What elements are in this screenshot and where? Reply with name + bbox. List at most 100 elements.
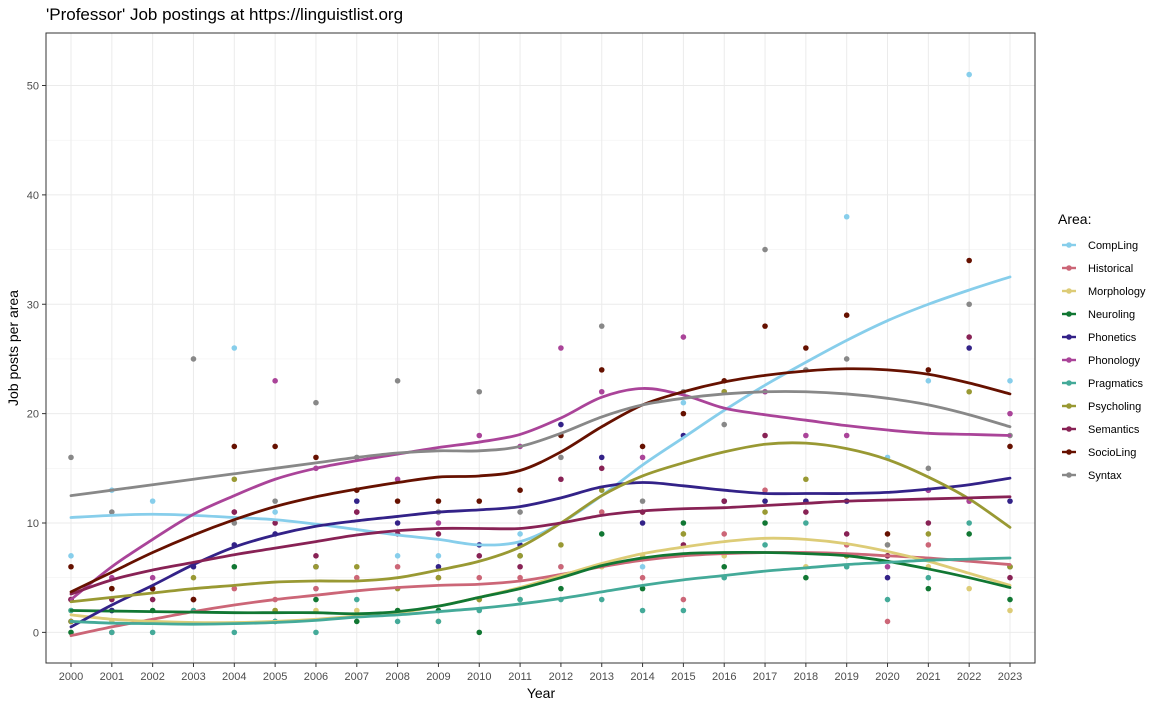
data-point: [149, 596, 156, 603]
legend-key-point: [1066, 265, 1072, 271]
x-tick-label: 2022: [957, 671, 981, 683]
legend-label: Psycholing: [1088, 401, 1141, 413]
data-point: [966, 585, 972, 592]
data-point: [109, 509, 115, 515]
data-point: [435, 574, 442, 581]
data-point: [313, 553, 319, 559]
data-point: [1007, 607, 1013, 614]
legend-key-point: [1066, 449, 1072, 455]
data-point: [884, 531, 891, 537]
data-point: [517, 563, 523, 570]
x-tick-label: 2010: [467, 671, 491, 683]
legend-item-psycholing: Psycholing: [1062, 401, 1141, 413]
data-point: [517, 574, 523, 581]
legend-key-point: [1066, 288, 1072, 294]
data-point: [353, 618, 360, 625]
data-point: [843, 213, 850, 220]
data-point: [1007, 574, 1013, 581]
legend-item-neuroling: Neuroling: [1062, 309, 1135, 321]
x-tick-label: 2004: [222, 671, 246, 683]
data-point: [149, 498, 156, 504]
legend-key-point: [1066, 380, 1072, 386]
y-tick-label: 50: [27, 81, 39, 93]
data-point: [884, 618, 891, 625]
data-point: [476, 553, 483, 559]
x-tick-label: 2001: [100, 671, 124, 683]
series-curve-pragmatics: [69, 556, 1012, 626]
data-point: [680, 596, 687, 603]
data-point: [435, 531, 442, 537]
data-point: [476, 432, 483, 439]
legend-key-point: [1066, 472, 1072, 478]
data-point: [598, 531, 605, 537]
x-tick-label: 2017: [753, 671, 777, 683]
data-point: [639, 585, 646, 592]
data-point: [1007, 498, 1013, 504]
data-point: [843, 356, 850, 362]
x-tick-label: 2021: [916, 671, 940, 683]
series-curve-compling: [69, 275, 1012, 547]
data-point: [762, 542, 768, 548]
data-point: [966, 301, 972, 308]
legend-label: Phonology: [1088, 355, 1140, 367]
x-tick-label: 2013: [589, 671, 613, 683]
data-point: [762, 432, 768, 439]
legend-key-point: [1066, 357, 1072, 363]
data-point: [272, 443, 278, 450]
data-point: [517, 553, 523, 559]
x-tick-label: 2005: [263, 671, 287, 683]
data-point: [639, 498, 646, 504]
data-point: [353, 498, 360, 504]
data-point: [272, 509, 278, 515]
legend-key-point: [1066, 426, 1072, 432]
data-point: [517, 596, 523, 603]
x-tick-label: 2006: [304, 671, 328, 683]
data-point: [1007, 378, 1013, 384]
legend-label: Semantics: [1088, 424, 1140, 436]
data-point: [803, 432, 809, 439]
data-point: [476, 574, 483, 581]
data-point: [476, 498, 483, 504]
legend-label: Neuroling: [1088, 309, 1135, 321]
x-tick-label: 2009: [426, 671, 450, 683]
data-point: [721, 421, 728, 428]
data-point: [313, 399, 319, 406]
data-point: [598, 388, 605, 395]
data-point: [353, 574, 360, 581]
data-point: [435, 618, 442, 625]
data-point: [394, 520, 401, 526]
data-point: [476, 629, 483, 636]
x-tick-label: 2019: [834, 671, 858, 683]
x-tick-label: 2003: [181, 671, 205, 683]
y-tick-label: 20: [27, 409, 39, 421]
data-point: [231, 476, 238, 483]
data-point: [1007, 596, 1013, 603]
x-axis-title: Year: [527, 685, 556, 701]
data-point: [762, 520, 768, 526]
data-point: [68, 563, 74, 570]
data-point: [843, 432, 850, 439]
data-point: [558, 454, 564, 461]
data-point: [394, 476, 401, 483]
data-point: [517, 509, 523, 515]
x-tick-label: 2023: [998, 671, 1022, 683]
data-point: [966, 388, 972, 395]
x-tick-label: 2000: [59, 671, 83, 683]
data-point: [884, 596, 891, 603]
data-point: [803, 476, 809, 483]
data-point: [394, 618, 401, 625]
data-point: [435, 563, 442, 570]
data-point: [639, 607, 646, 614]
x-tick-label: 2018: [794, 671, 818, 683]
data-point: [353, 607, 360, 614]
series-curve-socioling: [69, 367, 1012, 594]
legend-label: SocioLing: [1088, 447, 1136, 459]
series-curve-phonology: [69, 387, 1012, 601]
data-point: [680, 410, 687, 417]
data-point: [68, 553, 74, 559]
data-point: [966, 531, 972, 537]
data-point: [558, 542, 564, 548]
data-point: [558, 476, 564, 483]
data-point: [1007, 410, 1013, 417]
